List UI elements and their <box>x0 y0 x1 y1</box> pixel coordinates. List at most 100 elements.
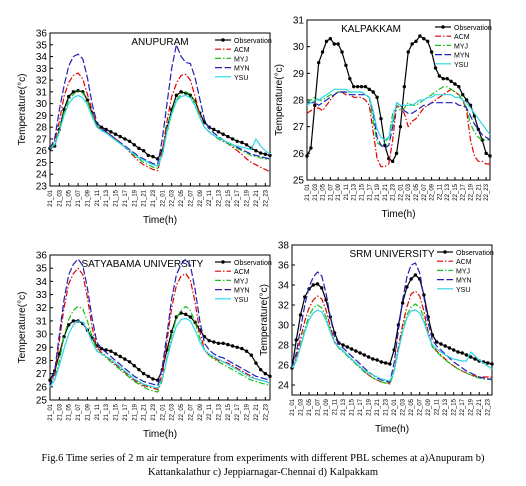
x-axis-title: Time(h) <box>381 209 415 220</box>
x-tick-label: 22_07 <box>188 189 194 206</box>
data-point-observation <box>354 349 358 353</box>
x-tick-label: 22_21 <box>254 189 260 206</box>
x-tick-label: 21_21 <box>375 398 381 415</box>
x-tick-label: 21_11 <box>333 398 339 415</box>
data-point-observation <box>434 340 439 344</box>
x-tick-label: 21_07 <box>76 189 82 206</box>
x-tick-label: 21_01 <box>48 403 54 420</box>
x-tick-label: 21_07 <box>316 398 322 415</box>
x-axis-title: Time(h) <box>375 424 409 435</box>
data-point-observation <box>324 39 329 44</box>
data-point-observation <box>118 354 122 359</box>
data-point-observation <box>62 107 66 112</box>
x-tick-label: 22_21 <box>254 403 260 420</box>
data-point-observation <box>332 42 336 46</box>
data-point-observation <box>113 132 118 136</box>
legend-marker <box>221 38 225 42</box>
data-point-observation <box>345 345 350 349</box>
data-point-observation <box>359 84 364 89</box>
data-point-observation <box>235 139 239 143</box>
legend-label: MYJ <box>234 278 248 285</box>
legend-label: MYJ <box>454 43 468 50</box>
chart-title: ANUPURAM <box>131 37 188 48</box>
series-line-acm <box>291 290 492 384</box>
legend-label: ACM <box>234 47 250 54</box>
legend-marker <box>441 25 445 29</box>
y-tick-label: 28 <box>36 123 48 134</box>
legend-label: MYJ <box>456 268 470 275</box>
x-tick-label: 21_05 <box>67 189 73 206</box>
data-point-observation <box>426 39 430 44</box>
data-point-observation <box>320 286 324 290</box>
legend-label: Observation <box>456 250 494 257</box>
x-tick-label: 21_13 <box>104 189 110 206</box>
data-point-observation <box>127 360 132 364</box>
x-tick-label: 22_15 <box>452 398 458 415</box>
legend-marker <box>443 250 447 254</box>
data-point-observation <box>409 277 413 281</box>
y-tick-label: 32 <box>36 76 48 87</box>
data-point-observation <box>313 103 317 108</box>
data-point-observation <box>207 338 211 343</box>
data-point-observation <box>151 377 155 381</box>
series-line-myj <box>291 303 493 385</box>
x-tick-label: 22_09 <box>426 398 432 415</box>
x-tick-label: 21_11 <box>95 403 101 420</box>
x-tick-label: 22_07 <box>422 183 428 200</box>
x-tick-label: 21_23 <box>151 403 157 420</box>
data-point-observation <box>363 84 368 89</box>
x-tick-label: 22_03 <box>170 403 176 420</box>
x-tick-label: 21_19 <box>375 183 381 200</box>
data-point-observation <box>457 84 461 89</box>
legend-label: Observation <box>234 38 272 45</box>
data-point-observation <box>235 345 239 349</box>
x-tick-label: 21_03 <box>299 398 305 415</box>
data-point-observation <box>315 282 320 286</box>
x-tick-label: 21_13 <box>104 403 110 420</box>
y-tick-label: 35 <box>36 40 48 51</box>
x-tick-label: 22_13 <box>217 189 223 206</box>
y-tick-label: 29 <box>293 69 305 80</box>
series-line-myn <box>291 262 492 383</box>
x-tick-label: 21_15 <box>360 183 366 200</box>
data-point-observation <box>305 154 309 158</box>
data-point-observation <box>240 346 244 351</box>
data-point-observation <box>429 50 434 54</box>
data-point-observation <box>188 315 193 319</box>
data-point-observation <box>449 79 453 84</box>
x-tick-label: 22_17 <box>461 183 467 200</box>
y-axis-title: Temperature(°c) <box>17 292 28 364</box>
chart-panel-4: 24 26 28 30 32 34 36 38 21_01 21_03 21_05 21_07 21_0… <box>259 241 494 436</box>
x-tick-label: 21_17 <box>123 189 129 206</box>
x-tick-label: 21_17 <box>358 398 364 415</box>
x-tick-label: 22_11 <box>207 403 213 420</box>
data-point-observation <box>490 362 494 366</box>
data-point-observation <box>433 66 438 70</box>
data-point-observation <box>375 358 379 362</box>
data-point-observation <box>221 341 225 346</box>
data-point-observation <box>422 293 426 297</box>
x-tick-label: 22_05 <box>409 398 415 415</box>
x-tick-label: 21_19 <box>367 398 373 415</box>
data-point-observation <box>62 335 66 339</box>
data-point-observation <box>349 347 354 351</box>
legend-label: MYJ <box>234 56 248 63</box>
data-point-observation <box>336 42 340 46</box>
y-tick-label: 34 <box>278 281 290 292</box>
data-point-observation <box>486 361 490 365</box>
y-tick-label: 26 <box>36 146 48 157</box>
data-point-observation <box>303 295 307 299</box>
x-axis-title: Time(h) <box>143 215 177 226</box>
x-tick-label: 22_21 <box>476 183 482 200</box>
data-point-observation <box>179 90 183 94</box>
series-line-ysu <box>49 317 271 389</box>
data-point-observation <box>230 344 235 348</box>
x-tick-label: 21_09 <box>336 183 342 200</box>
y-tick-label: 26 <box>36 382 48 393</box>
x-tick-label: 21_07 <box>76 403 82 420</box>
data-point-observation <box>371 90 375 94</box>
data-point-observation <box>263 371 268 376</box>
data-point-observation <box>341 343 345 347</box>
